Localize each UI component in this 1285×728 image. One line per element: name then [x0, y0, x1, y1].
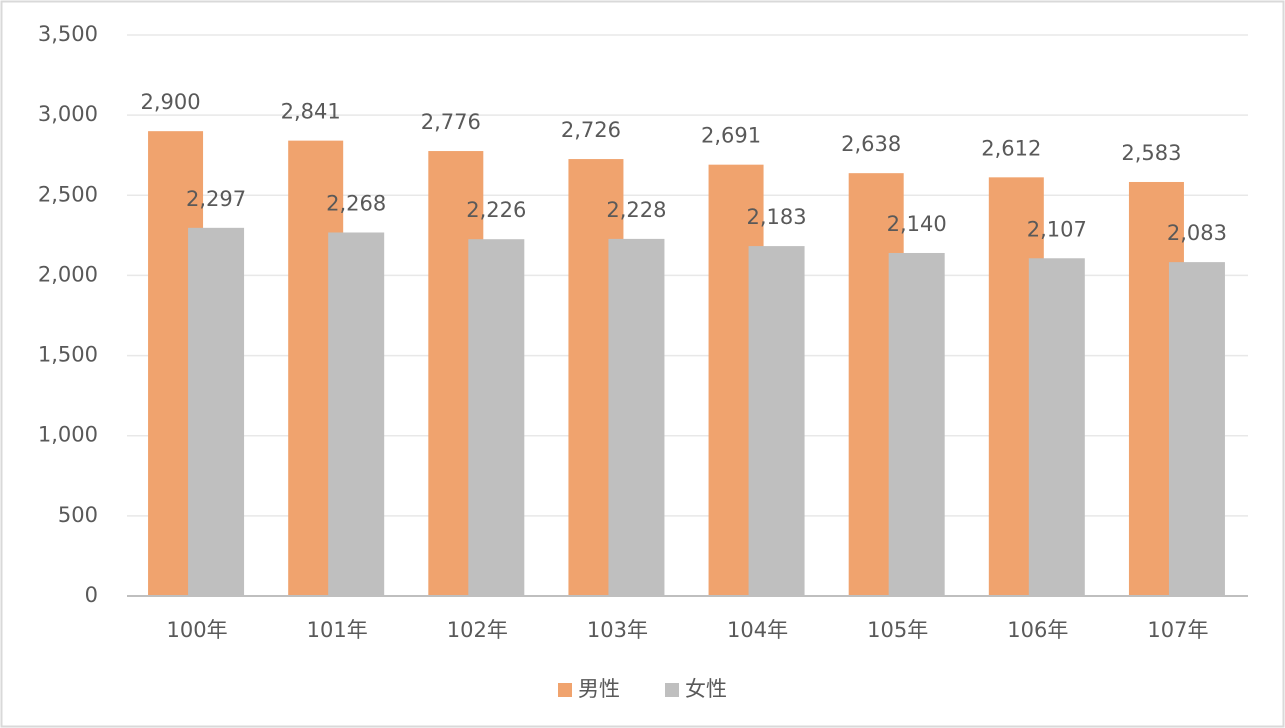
bar	[188, 227, 245, 596]
x-tick-label: 103年	[587, 618, 648, 642]
legend-label: 女性	[685, 677, 727, 701]
data-label: 2,183	[747, 205, 807, 229]
y-tick-label: 3,500	[38, 22, 98, 46]
y-tick-label: 2,500	[38, 182, 98, 206]
y-tick-label: 2,000	[38, 262, 98, 286]
y-tick-label: 3,000	[38, 102, 98, 126]
legend-swatch	[665, 683, 679, 697]
data-label: 2,841	[281, 100, 341, 124]
data-label: 2,691	[701, 124, 761, 148]
bar	[1168, 262, 1225, 596]
bar	[608, 238, 665, 596]
data-label: 2,228	[606, 198, 666, 222]
bar	[888, 252, 945, 596]
x-tick-label: 101年	[307, 618, 368, 642]
x-tick-label: 105年	[867, 618, 928, 642]
data-label: 2,638	[841, 132, 901, 156]
bar	[1028, 258, 1085, 596]
data-label: 2,268	[326, 191, 386, 215]
data-label: 2,612	[981, 136, 1041, 160]
y-tick-label: 1,500	[38, 343, 98, 367]
data-label: 2,297	[186, 187, 246, 211]
y-tick-label: 500	[58, 503, 98, 527]
x-tick-label: 107年	[1147, 618, 1208, 642]
data-label: 2,726	[561, 118, 621, 142]
data-label: 2,140	[887, 212, 947, 236]
data-label: 2,107	[1027, 217, 1087, 241]
y-tick-label: 0	[85, 583, 98, 607]
data-label: 2,776	[421, 110, 481, 134]
bar	[468, 239, 525, 597]
x-tick-label: 104年	[727, 618, 788, 642]
data-label: 2,226	[466, 198, 526, 222]
data-label: 2,083	[1167, 221, 1227, 245]
bar	[328, 232, 385, 597]
legend-label: 男性	[578, 677, 620, 701]
legend-swatch	[558, 683, 572, 697]
data-label: 2,583	[1121, 141, 1181, 165]
bar	[748, 246, 805, 596]
x-tick-label: 106年	[1007, 618, 1068, 642]
x-tick-label: 100年	[167, 618, 228, 642]
data-label: 2,900	[141, 90, 201, 114]
y-tick-label: 1,000	[38, 423, 98, 447]
x-tick-label: 102年	[447, 618, 508, 642]
